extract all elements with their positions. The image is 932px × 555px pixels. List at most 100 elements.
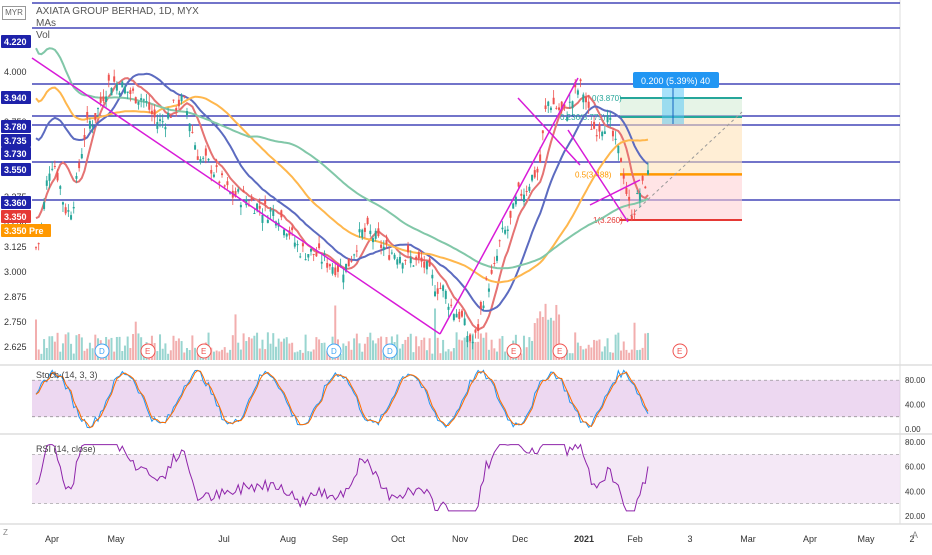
candle-body — [107, 74, 110, 81]
volume-bar — [326, 351, 329, 360]
volume-bar — [132, 334, 135, 360]
volume-bar — [625, 349, 628, 360]
trend-line — [509, 77, 579, 206]
legend-vol[interactable]: Vol — [36, 30, 50, 41]
volume-bar — [541, 316, 544, 360]
candle-body — [223, 185, 226, 187]
time-tick-label: Oct — [391, 534, 406, 544]
volume-bar — [552, 320, 555, 360]
candle-body — [512, 203, 515, 209]
volume-bar — [40, 353, 43, 360]
event-marker — [196, 343, 212, 359]
volume-bar — [226, 352, 229, 360]
volume-bar — [212, 351, 215, 360]
volume-bar — [164, 343, 167, 360]
candle-body — [180, 96, 183, 102]
volume-bar — [374, 343, 377, 360]
candle-body — [463, 318, 466, 326]
volume-bar — [361, 351, 364, 360]
candle-body — [611, 130, 614, 137]
volume-bar — [544, 303, 547, 360]
legend-ma[interactable]: MAs — [36, 18, 56, 29]
moving-average-line — [35, 72, 649, 312]
candle-body — [369, 230, 372, 235]
candle-body — [78, 162, 81, 169]
candle-body — [555, 107, 558, 109]
volume-bar — [401, 343, 404, 360]
price-badge-label: 3.350 — [4, 212, 27, 222]
event-marker — [140, 343, 156, 359]
candle-body — [185, 111, 188, 116]
volume-bar — [45, 347, 48, 360]
volume-bar — [496, 351, 499, 360]
volume-bar — [134, 321, 137, 360]
volume-bar — [409, 333, 412, 360]
volume-bar — [452, 348, 455, 360]
price-badge — [1, 91, 31, 104]
candle-body — [250, 198, 253, 201]
candle-body — [150, 110, 153, 115]
volume-bar — [498, 338, 501, 360]
candle-body — [358, 229, 361, 233]
chart-legend: MYR AXIATA GROUP BERHAD, 1D, MYX MAs Vol — [2, 6, 199, 42]
volume-bar — [450, 351, 453, 360]
event-marker — [552, 343, 568, 359]
candle-body — [48, 173, 51, 181]
volume-bar — [231, 335, 234, 360]
candle-body — [582, 94, 585, 103]
volume-bar — [256, 332, 259, 360]
candle-body — [269, 209, 272, 212]
volume-bar — [474, 342, 477, 360]
candle-body — [164, 127, 167, 130]
volume-bar — [539, 311, 542, 360]
volume-bar — [520, 353, 523, 360]
volume-bar — [75, 335, 78, 360]
volume-bar — [350, 349, 353, 360]
candle-body — [191, 131, 194, 133]
candle-body — [479, 301, 482, 309]
candle-body — [258, 205, 261, 209]
volume-bar — [309, 351, 312, 360]
volume-bar — [372, 340, 375, 360]
candle-body — [64, 207, 67, 214]
candle-body — [137, 101, 140, 105]
volume-bar — [223, 347, 226, 360]
candle-body — [579, 79, 582, 82]
volume-bar — [630, 349, 633, 360]
volume-bar — [415, 336, 418, 360]
time-tick-label: 3 — [687, 534, 692, 544]
volume-bar — [501, 336, 504, 360]
candle-body — [398, 256, 401, 264]
candle-body — [509, 210, 512, 218]
candle-body — [283, 229, 286, 236]
volume-bar — [603, 346, 606, 360]
candle-body — [563, 104, 566, 107]
candle-body — [253, 212, 256, 214]
price-badge-label: 3.940 — [4, 93, 27, 103]
candle-body — [80, 154, 83, 159]
candle-body — [61, 202, 64, 205]
volume-bar — [531, 340, 534, 360]
volume-bar — [428, 338, 431, 360]
timezone-icon[interactable]: Z — [3, 528, 8, 537]
volume-bar — [59, 351, 62, 360]
candle-body — [355, 250, 358, 252]
volume-bar — [425, 350, 428, 360]
volume-bar — [239, 349, 242, 360]
candle-body — [239, 204, 242, 208]
auto-scale-icon[interactable]: A — [912, 530, 919, 540]
candle-body — [490, 269, 493, 274]
volume-bar — [159, 334, 162, 360]
event-marker-label: E — [201, 347, 206, 356]
price-badge-label: 3.780 — [4, 122, 27, 132]
moving-average-line — [35, 47, 649, 270]
volume-bar — [175, 340, 178, 360]
candle-body — [304, 259, 307, 261]
candle-body — [175, 108, 178, 111]
volume-bar — [266, 332, 269, 360]
volume-bar — [261, 339, 264, 360]
candle-body — [536, 168, 539, 173]
candle-body — [620, 158, 623, 163]
volume-bar — [253, 335, 256, 360]
